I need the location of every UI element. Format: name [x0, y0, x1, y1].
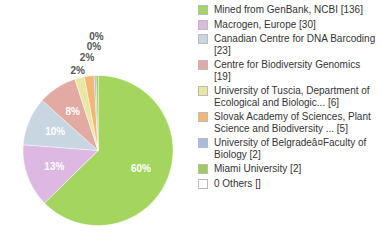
html-text:Canadian Centre for DNA Barcod: Canadian Centre for DNA Barcoding [23] [214, 33, 376, 56]
svg-text:8%: 8% [65, 106, 80, 117]
svg-text:2%: 2% [80, 52, 95, 63]
html-text:Mined from GenBank, NCBI [136]: Mined from GenBank, NCBI [136] [214, 4, 363, 15]
html-text:Centre for Biodiversity Genomi: Centre for Biodiversity Genomics [19] [214, 59, 361, 82]
svg-text:10%: 10% [45, 126, 65, 137]
svg-text:0%: 0% [87, 41, 102, 52]
html-text:0 Others []: 0 Others [] [214, 177, 261, 189]
svg-text:2%: 2% [70, 65, 85, 76]
svg-text:0%: 0% [89, 31, 104, 42]
html-text:University of Belgradeâ¤Facult: University of Belgradeâ¤Faculty of Biolo… [214, 137, 367, 160]
svg-text:60%: 60% [131, 163, 151, 174]
html-text:Macrogen, Europe [30]: Macrogen, Europe [30] [214, 18, 316, 30]
html-text:University of Tuscia, Departme: University of Tuscia, Department of Ecol… [214, 85, 370, 108]
html-text:Miami University [2]: Miami University [2] [214, 163, 302, 174]
svg-text:13%: 13% [44, 161, 64, 172]
html-text:Slovak Academy of Sciences, Pl: Slovak Academy of Sciences, Plant Scienc… [214, 111, 371, 134]
